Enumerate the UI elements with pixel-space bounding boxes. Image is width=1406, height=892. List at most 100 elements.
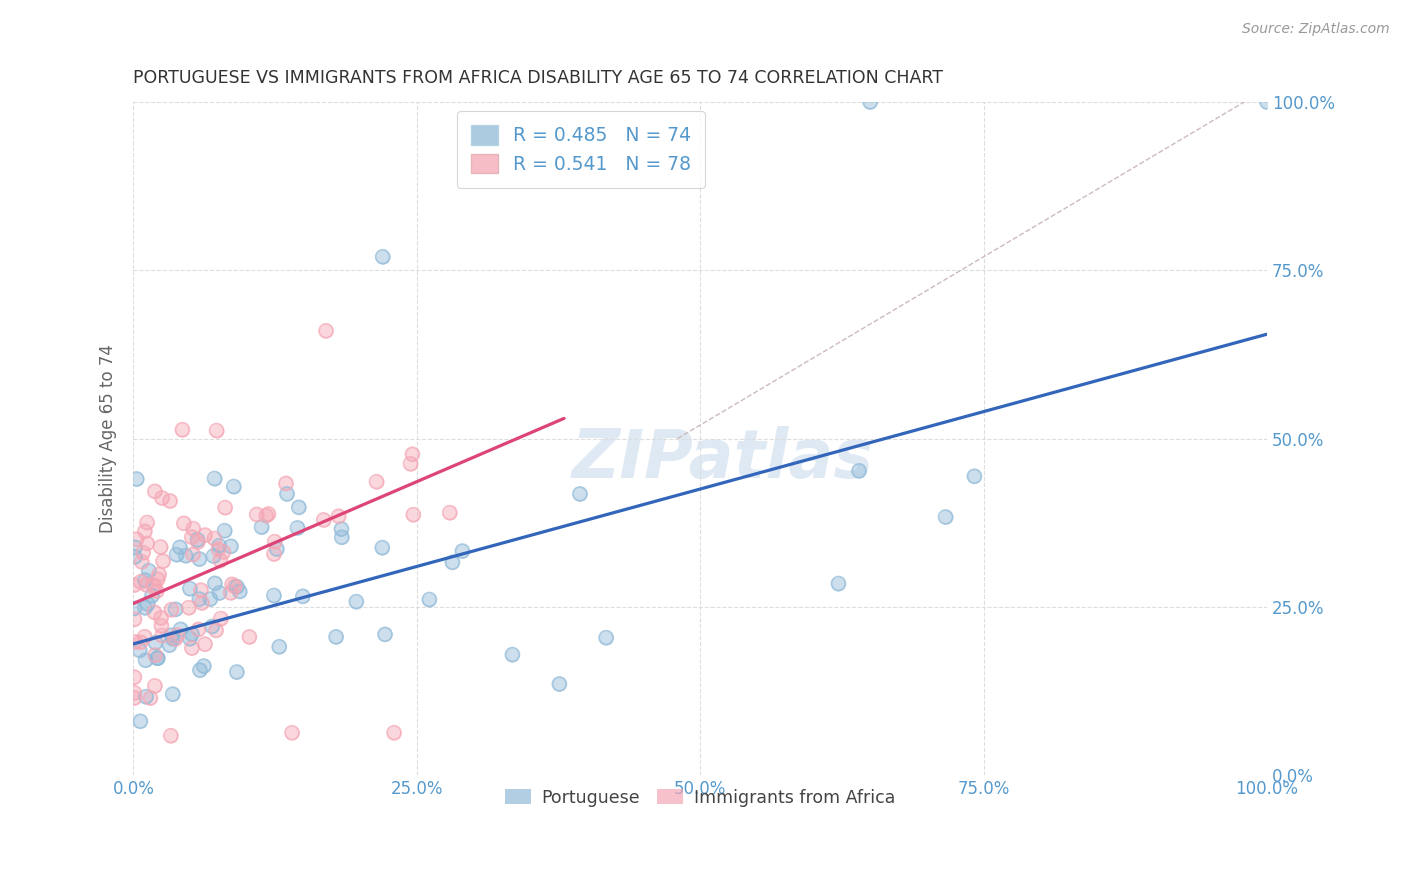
- Point: [963, 469, 986, 483]
- Point: [225, 665, 247, 679]
- Point: [124, 549, 146, 564]
- Point: [207, 542, 229, 557]
- Point: [226, 580, 249, 594]
- Point: [238, 630, 260, 644]
- Point: [149, 540, 172, 554]
- Point: [128, 643, 150, 657]
- Point: [188, 592, 211, 607]
- Point: [328, 509, 350, 524]
- Point: [124, 686, 146, 700]
- Point: [125, 533, 148, 547]
- Text: Source: ZipAtlas.com: Source: ZipAtlas.com: [1241, 22, 1389, 37]
- Point: [382, 725, 405, 739]
- Point: [221, 577, 243, 591]
- Point: [371, 250, 394, 264]
- Point: [162, 632, 184, 646]
- Point: [263, 534, 285, 549]
- Point: [143, 484, 166, 499]
- Point: [143, 605, 166, 619]
- Point: [595, 631, 617, 645]
- Point: [181, 548, 204, 562]
- Point: [139, 691, 162, 706]
- Point: [181, 522, 204, 536]
- Point: [226, 580, 249, 594]
- Point: [312, 513, 335, 527]
- Point: [225, 665, 247, 679]
- Point: [222, 479, 245, 493]
- Point: [269, 640, 291, 654]
- Point: [848, 464, 870, 478]
- Point: [172, 423, 194, 437]
- Point: [160, 729, 183, 743]
- Point: [312, 513, 335, 527]
- Point: [287, 521, 309, 535]
- Point: [146, 651, 169, 665]
- Point: [935, 510, 957, 524]
- Point: [135, 578, 157, 592]
- Point: [263, 534, 285, 549]
- Point: [315, 324, 337, 338]
- Point: [214, 524, 236, 538]
- Point: [246, 508, 269, 522]
- Point: [204, 576, 226, 591]
- Point: [281, 725, 304, 739]
- Point: [169, 541, 191, 555]
- Point: [169, 623, 191, 637]
- Point: [134, 524, 156, 539]
- Point: [205, 624, 228, 638]
- Point: [146, 651, 169, 665]
- Point: [186, 533, 208, 547]
- Point: [136, 536, 159, 550]
- Point: [859, 95, 882, 109]
- Point: [288, 500, 311, 515]
- Point: [136, 597, 159, 611]
- Point: [202, 532, 225, 546]
- Point: [150, 611, 173, 625]
- Point: [371, 541, 394, 555]
- Point: [193, 659, 215, 673]
- Point: [125, 533, 148, 547]
- Point: [129, 714, 152, 729]
- Point: [186, 533, 208, 547]
- Point: [188, 592, 211, 607]
- Point: [266, 541, 288, 556]
- Point: [181, 522, 204, 536]
- Point: [191, 596, 214, 610]
- Point: [401, 447, 423, 461]
- Point: [142, 578, 165, 592]
- Point: [160, 628, 183, 642]
- Point: [371, 250, 394, 264]
- Point: [330, 522, 353, 536]
- Point: [174, 549, 197, 563]
- Point: [165, 632, 187, 646]
- Point: [451, 544, 474, 558]
- Point: [136, 516, 159, 530]
- Point: [963, 469, 986, 483]
- Point: [173, 516, 195, 531]
- Point: [202, 532, 225, 546]
- Point: [214, 500, 236, 515]
- Point: [187, 535, 209, 549]
- Point: [150, 491, 173, 505]
- Point: [165, 602, 187, 616]
- Point: [143, 648, 166, 662]
- Point: [202, 549, 225, 563]
- Point: [160, 603, 183, 617]
- Point: [194, 637, 217, 651]
- Point: [124, 686, 146, 700]
- Point: [136, 516, 159, 530]
- Point: [291, 590, 314, 604]
- Point: [344, 595, 367, 609]
- Point: [325, 630, 347, 644]
- Point: [439, 506, 461, 520]
- Point: [214, 500, 236, 515]
- Point: [134, 573, 156, 587]
- Point: [129, 714, 152, 729]
- Point: [250, 520, 273, 534]
- Point: [124, 670, 146, 684]
- Point: [135, 653, 157, 667]
- Point: [595, 631, 617, 645]
- Point: [129, 574, 152, 589]
- Point: [205, 424, 228, 438]
- Point: [124, 549, 146, 564]
